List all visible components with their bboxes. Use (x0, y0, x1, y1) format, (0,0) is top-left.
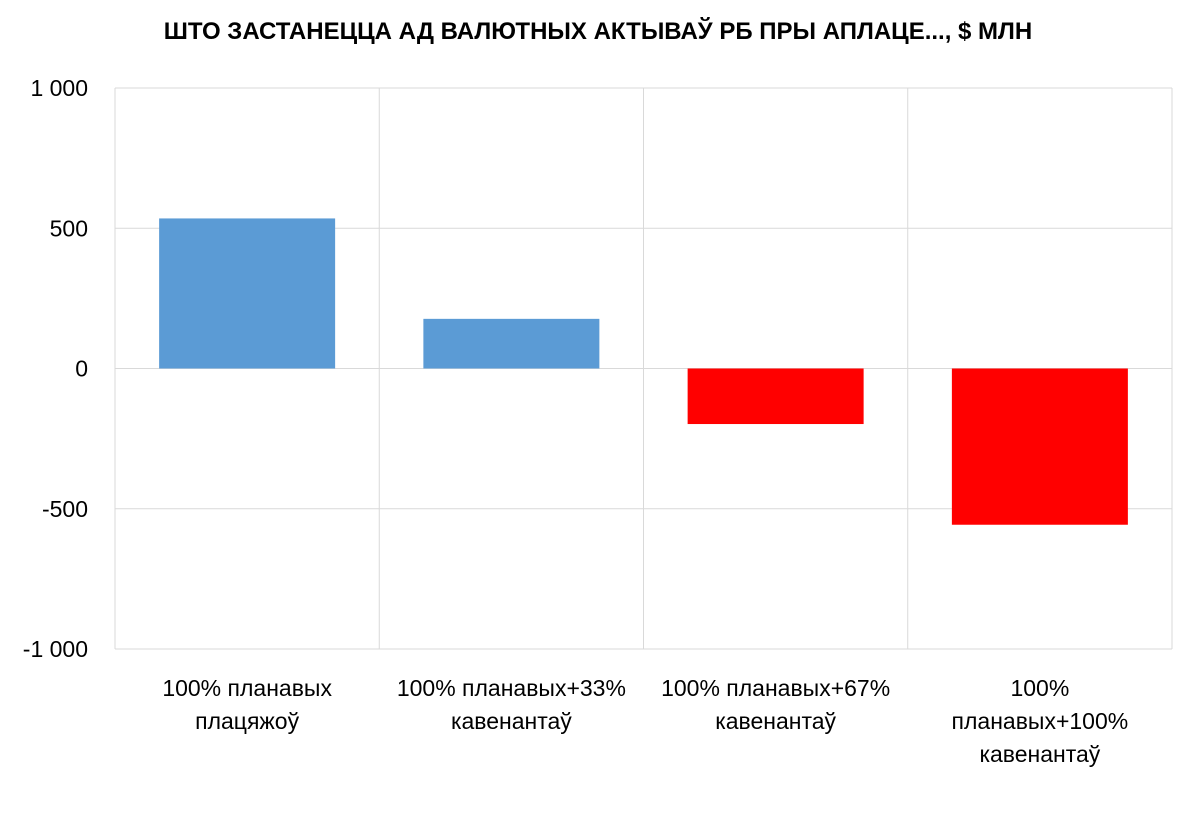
x-tick-label: кавенантаў (715, 708, 836, 734)
y-tick-label: 0 (75, 356, 88, 382)
x-tick-label: 100% планавых+67% (661, 675, 890, 701)
bar-3 (687, 368, 864, 425)
x-tick-label: планавых+100% (952, 708, 1129, 734)
bar-1 (159, 218, 336, 369)
x-tick-label: 100% планавых (162, 675, 332, 701)
y-tick-label: -500 (42, 496, 88, 522)
y-tick-label: -1 000 (23, 636, 88, 662)
x-tick-label: кавенантаў (979, 741, 1100, 767)
x-tick-label: 100% (1010, 675, 1069, 701)
bar-2 (423, 318, 600, 369)
chart-title: ШТО ЗАСТАНЕЦЦА АД ВАЛЮТНЫХ АКТЫВАЎ РБ ПР… (163, 18, 1033, 45)
x-tick-label: кавенантаў (451, 708, 572, 734)
x-tick-label: 100% планавых+33% (397, 675, 626, 701)
y-tick-label: 1 000 (30, 75, 88, 101)
bar-4 (951, 368, 1128, 525)
x-tick-label: плацяжоў (195, 708, 299, 734)
y-tick-label: 500 (50, 215, 88, 241)
